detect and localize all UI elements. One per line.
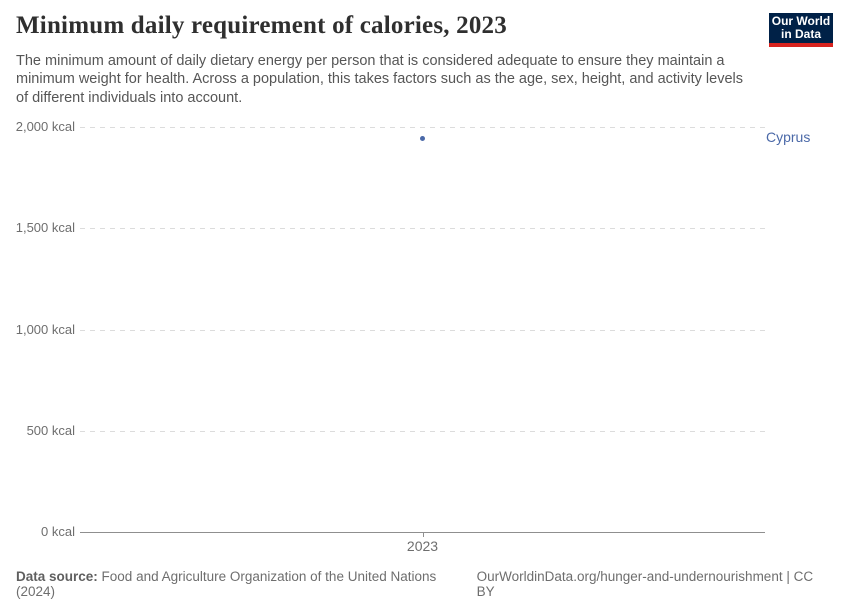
data-point-cyprus[interactable] bbox=[420, 135, 425, 141]
gridline bbox=[80, 330, 765, 331]
chart-subtitle: The minimum amount of daily dietary ener… bbox=[16, 53, 743, 106]
x-axis-tick-mark bbox=[423, 533, 424, 537]
gridline bbox=[80, 127, 765, 128]
owid-logo-line2: in Data bbox=[780, 27, 821, 41]
data-source-note: Data source: Food and Agriculture Organi… bbox=[16, 569, 477, 599]
y-axis-tick-label: 2,000 kcal bbox=[15, 119, 75, 134]
gridline bbox=[80, 431, 765, 432]
y-axis-tick-label: 500 kcal bbox=[26, 423, 75, 438]
owid-logo[interactable]: Our World in Data bbox=[769, 13, 833, 47]
gridline bbox=[80, 228, 765, 229]
x-axis-tick-label: 2023 bbox=[406, 538, 439, 554]
y-axis-tick-label: 1,000 kcal bbox=[15, 322, 75, 337]
owid-logo-line1: Our World bbox=[771, 13, 831, 28]
attribution-link[interactable]: OurWorldinData.org/hunger-and-undernouri… bbox=[476, 569, 814, 599]
data-source-label: Data source: bbox=[16, 569, 98, 584]
entity-label-cyprus[interactable]: Cyprus bbox=[766, 129, 811, 145]
x-axis-line bbox=[80, 532, 765, 533]
y-axis-tick-label: 1,500 kcal bbox=[15, 220, 75, 235]
chart-title: Minimum daily requirement of calories, 2… bbox=[16, 12, 507, 39]
chart-footer: Data source: Food and Agriculture Organi… bbox=[16, 569, 833, 599]
data-source-value: Food and Agriculture Organization of the… bbox=[16, 569, 437, 599]
y-axis-tick-label: 0 kcal bbox=[41, 524, 75, 539]
